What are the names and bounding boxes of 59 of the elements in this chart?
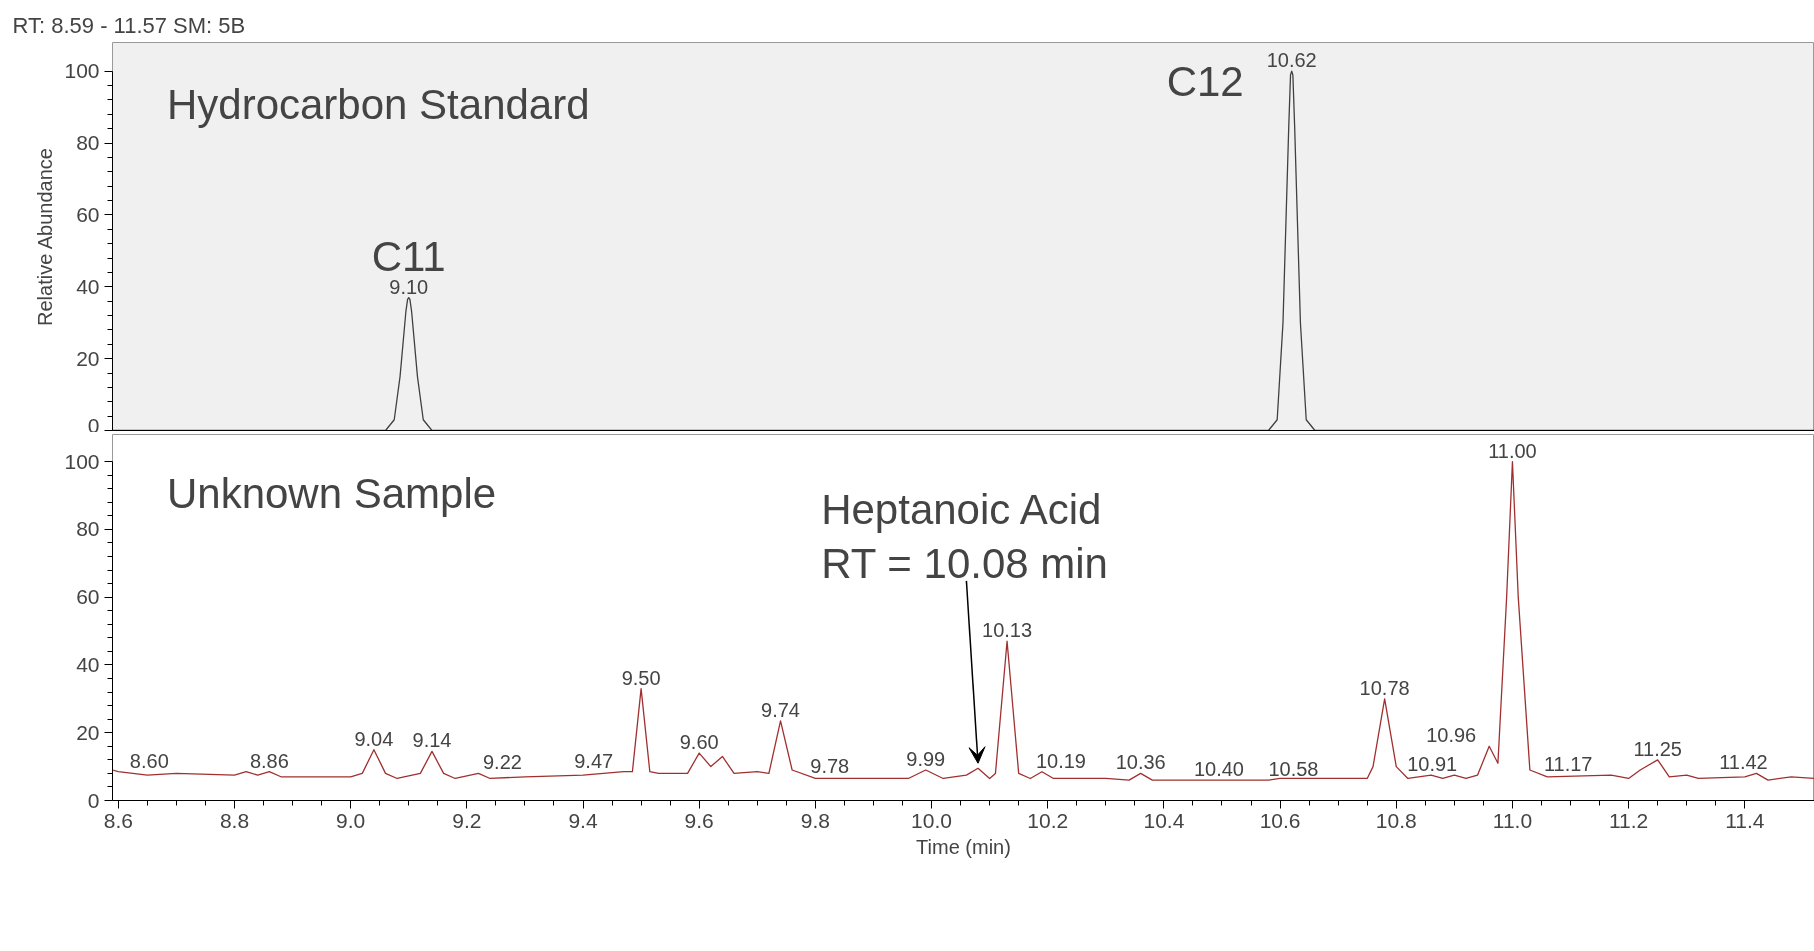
- y-tick-label: 80: [76, 131, 100, 155]
- y-tick-label: 20: [76, 346, 100, 370]
- annotation: 10.78: [1359, 676, 1410, 699]
- x-tick-label: 9.8: [800, 808, 830, 832]
- x-tick-label: 10.0: [911, 808, 952, 832]
- annotation: 11.25: [1633, 737, 1682, 760]
- annotation: 10.19: [1035, 749, 1086, 772]
- x-tick-label: 10.8: [1375, 808, 1417, 832]
- annotation: Heptanoic Acid RT = 10.08 min: [821, 485, 1108, 587]
- x-tick-label: 8.6: [103, 808, 133, 832]
- x-tick-label: 10.6: [1259, 808, 1301, 832]
- y-tick-label: 20: [76, 720, 100, 744]
- annotation: C12: [1166, 58, 1244, 106]
- annotation: 10.40: [1193, 758, 1244, 781]
- x-tick-label: 9.2: [452, 808, 482, 832]
- annotation: 11.00: [1488, 439, 1537, 462]
- annotation: 9.60: [679, 731, 719, 754]
- annotation: 8.60: [129, 749, 169, 772]
- annotation: 10.96: [1426, 724, 1477, 747]
- annotation: 10.91: [1407, 753, 1458, 776]
- x-axis-title: Time (min): [916, 835, 1011, 858]
- y-tick-label: 80: [76, 517, 100, 541]
- annotation: 10.62: [1266, 49, 1317, 72]
- annotation: 10.13: [982, 619, 1033, 642]
- annotation: 9.78: [810, 754, 850, 777]
- annotation: 10.58: [1268, 758, 1319, 781]
- y-axis-title: Relative Abundance: [34, 148, 57, 327]
- x-tick-label: 11.2: [1608, 808, 1649, 832]
- y-tick-label: 100: [64, 449, 100, 473]
- y-tick-label: 40: [76, 274, 100, 298]
- x-tick-label: 8.8: [219, 808, 250, 832]
- annotation: 9.99: [906, 748, 946, 770]
- chart-title: RT: 8.59 - 11.57 SM: 5B: [12, 12, 246, 38]
- y-tick-label: 60: [76, 585, 100, 609]
- x-tick-label: 11.0: [1492, 808, 1533, 832]
- annotation: 11.42: [1719, 751, 1768, 774]
- y-tick-label: 0: [87, 788, 100, 812]
- x-tick-label: 9.6: [684, 808, 714, 832]
- x-tick-label: 9.0: [336, 808, 366, 832]
- x-tick-label: 10.4: [1143, 808, 1185, 832]
- y-tick-label: 60: [76, 202, 100, 226]
- annotation: 9.50: [621, 666, 661, 689]
- annotation: 9.74: [761, 698, 800, 721]
- annotation: Unknown Sample: [166, 469, 497, 517]
- annotation: 11.17: [1543, 753, 1593, 776]
- y-tick-label: 40: [76, 652, 100, 676]
- annotation: 9.04: [354, 727, 394, 750]
- line-series: [112, 460, 1814, 781]
- annotation: 9.14: [412, 729, 452, 752]
- annotation: 9.47: [574, 749, 614, 772]
- annotation: 9.22: [483, 751, 522, 774]
- x-tick-label: 10.2: [1027, 808, 1069, 832]
- y-tick-label: 0: [87, 413, 100, 437]
- x-tick-label: 11.4: [1725, 808, 1765, 832]
- annotation: 8.86: [249, 749, 289, 772]
- annotation: Hydrocarbon Standard: [166, 81, 590, 129]
- y-tick-label: 100: [64, 59, 100, 83]
- annotation: 10.36: [1115, 751, 1166, 774]
- x-tick-label: 9.4: [568, 808, 598, 832]
